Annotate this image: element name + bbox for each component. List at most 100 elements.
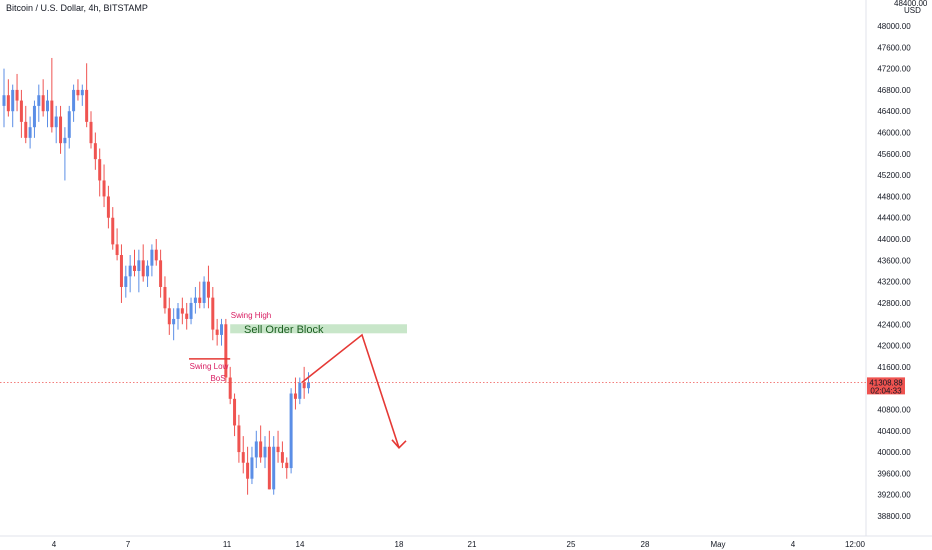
candle-body <box>276 446 280 453</box>
candle-body <box>211 297 215 330</box>
candle-body <box>15 89 19 101</box>
candle-body <box>215 329 219 335</box>
annotations-group: Sell Order Block Swing High Swing Low BoS <box>189 311 407 449</box>
candle-body <box>267 446 271 490</box>
y-tick-label: 47600.00 <box>877 43 911 52</box>
candle-body <box>259 441 263 458</box>
candle-body <box>163 286 167 309</box>
candle-body <box>115 244 119 256</box>
y-tick-label: 45600.00 <box>877 150 911 159</box>
y-tick-label: 38800.00 <box>877 512 911 521</box>
candle-body <box>233 398 237 426</box>
candle-body <box>6 95 10 112</box>
candle-body <box>137 260 141 271</box>
y-tick-label: 40800.00 <box>877 405 911 414</box>
candle-body <box>307 382 310 389</box>
candle-body <box>193 297 197 303</box>
candle-body <box>298 382 302 399</box>
y-tick-label: 47200.00 <box>877 65 911 74</box>
candle-body <box>89 121 93 144</box>
x-tick-label: 21 <box>468 540 477 549</box>
candle-body <box>133 265 136 271</box>
y-tick-label: 46400.00 <box>877 107 911 116</box>
candle-body <box>141 260 145 277</box>
y-tick-label: 41600.00 <box>877 363 911 372</box>
candle-body <box>172 318 176 325</box>
candle-body <box>2 95 6 106</box>
x-tick-label: 18 <box>395 540 404 549</box>
y-tick-label: 44000.00 <box>877 235 911 244</box>
candle-body <box>76 89 80 96</box>
y-tick-label: 43600.00 <box>877 256 911 265</box>
candle-body <box>254 441 258 458</box>
candle-body <box>241 452 245 463</box>
candle-body <box>302 382 306 389</box>
candle-body <box>119 255 123 287</box>
candle-body <box>93 143 97 160</box>
candle-body <box>59 116 63 144</box>
candle-body <box>32 105 36 128</box>
last-price-badge <box>867 377 905 395</box>
sell-order-block-zone[interactable] <box>230 324 407 334</box>
candle-body <box>80 89 84 96</box>
candle-body <box>189 302 193 319</box>
candle-body <box>272 446 276 490</box>
time-axis[interactable]: 4 7 11 14 18 21 25 28 May 4 12:00 <box>52 540 866 549</box>
y-tick-label: 45200.00 <box>877 171 911 180</box>
candle-body <box>185 313 189 319</box>
candle-body <box>67 111 71 138</box>
candle-body <box>198 297 202 303</box>
candle-body <box>146 265 150 277</box>
chart-title: Bitcoin / U.S. Dollar, 4h, BITSTAMP <box>6 3 148 13</box>
bos-label: BoS <box>210 374 225 383</box>
y-tick-label: 46800.00 <box>877 86 911 95</box>
candle-body <box>24 121 28 138</box>
candle-body <box>293 393 297 399</box>
sell-order-block-label: Sell Order Block <box>244 324 324 336</box>
y-tick-label: 42800.00 <box>877 299 911 308</box>
candle-body <box>280 452 284 463</box>
y-tick-label: 44400.00 <box>877 214 911 223</box>
candle-body <box>102 180 106 197</box>
projection-arrowhead <box>391 439 407 449</box>
candle-body <box>85 89 89 122</box>
y-tick-label: 42400.00 <box>877 320 911 329</box>
x-tick-label: May <box>710 540 725 549</box>
y-tick-label: 46000.00 <box>877 129 911 138</box>
y-tick-label: 39200.00 <box>877 491 911 500</box>
candle-body <box>72 89 76 112</box>
candle-body <box>206 281 210 298</box>
swing-high-label: Swing High <box>231 311 271 320</box>
candle-body <box>11 89 15 112</box>
candle-body <box>228 377 232 399</box>
last-price-label: 41308.88 <box>869 378 903 387</box>
x-tick-label: 7 <box>126 540 131 549</box>
y-tick-label: 44800.00 <box>877 192 911 201</box>
x-tick-label: 4 <box>52 540 57 549</box>
candle-body <box>154 249 158 261</box>
y-tick-label: 40400.00 <box>877 427 911 436</box>
projection-path[interactable] <box>301 333 400 449</box>
y-tick-label: 39600.00 <box>877 469 911 478</box>
y-tick-label: 48000.00 <box>877 22 911 31</box>
candle-body <box>46 100 49 112</box>
candle-body <box>289 393 293 469</box>
candle-body <box>220 324 223 335</box>
currency-label: USD <box>904 6 921 15</box>
candle-body <box>28 127 32 138</box>
x-tick-label: 4 <box>791 540 796 549</box>
candle-body <box>224 324 228 378</box>
x-tick-label: 14 <box>296 540 305 549</box>
candle-body <box>63 137 67 144</box>
y-top-partial-label: 48400.00 <box>894 0 928 8</box>
candle-body <box>263 446 267 458</box>
candle-body <box>128 265 132 277</box>
y-tick-label: 42000.00 <box>877 342 911 351</box>
price-axis[interactable]: 48000.00 47600.00 47200.00 46800.00 46400.00… <box>877 22 911 521</box>
candle-body <box>237 425 241 453</box>
candle-body <box>176 308 180 319</box>
candle-body <box>98 159 102 181</box>
candle-body <box>180 308 184 314</box>
candle-body <box>37 95 41 106</box>
